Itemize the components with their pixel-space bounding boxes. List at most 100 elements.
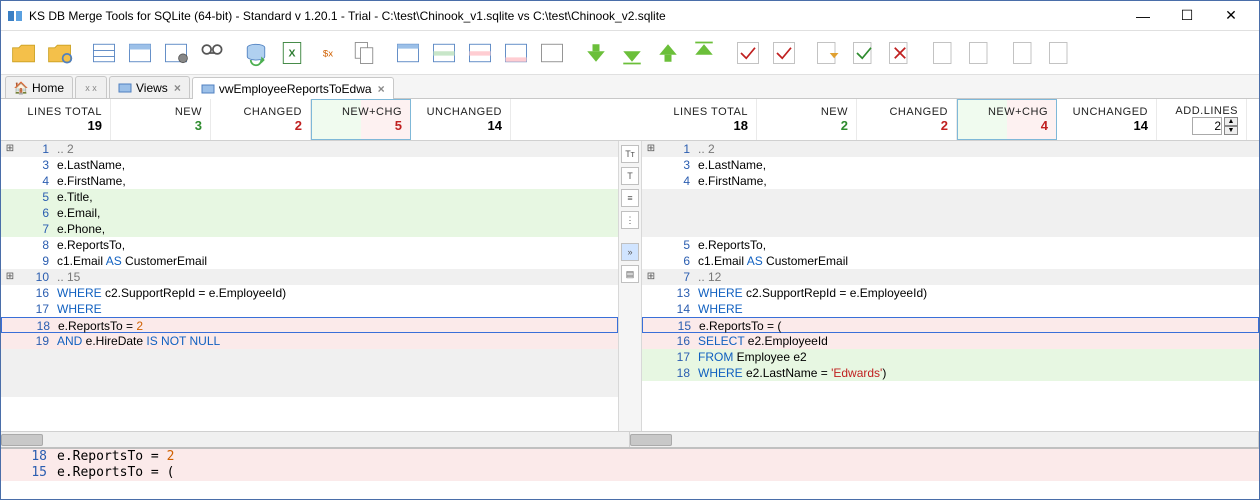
line-number <box>660 221 694 237</box>
line-number: 7 <box>660 269 694 285</box>
tab-home[interactable]: 🏠 Home <box>5 76 73 98</box>
copy-button[interactable] <box>347 36 381 70</box>
code-line[interactable]: ⊞7.. 12 <box>642 269 1259 285</box>
line-number: 18 <box>20 318 54 332</box>
code-line[interactable]: 18 e.ReportsTo = 2 <box>1 317 618 333</box>
code-line[interactable] <box>1 365 618 381</box>
maximize-button[interactable]: ☐ <box>1173 6 1201 26</box>
code-line[interactable]: 15 e.ReportsTo = ( <box>642 317 1259 333</box>
code-line[interactable]: 9 c1.Email AS CustomerEmail <box>1 253 618 269</box>
code-line[interactable]: 5 e.Title, <box>1 189 618 205</box>
code-line[interactable] <box>1 349 618 365</box>
addlines-spinner[interactable]: ▲ ▼ <box>1192 117 1238 135</box>
code-line[interactable]: 13 WHERE c2.SupportRepId = e.EmployeeId) <box>642 285 1259 301</box>
title-bar: KS DB Merge Tools for SQLite (64-bit) - … <box>1 1 1259 31</box>
code-line[interactable]: 4 e.FirstName, <box>1 173 618 189</box>
open-db-button[interactable] <box>7 36 41 70</box>
check-left-button[interactable] <box>731 36 765 70</box>
code-line[interactable]: 3 e.LastName, <box>1 157 618 173</box>
code-line[interactable] <box>1 381 618 397</box>
arrow-down-button[interactable] <box>579 36 613 70</box>
code-line[interactable] <box>642 221 1259 237</box>
find-button[interactable] <box>195 36 229 70</box>
code-line[interactable] <box>642 381 1259 397</box>
code-line[interactable]: 8 e.ReportsTo, <box>1 237 618 253</box>
panel-a2-button[interactable] <box>427 36 461 70</box>
code-line[interactable]: 17 FROM Employee e2 <box>642 349 1259 365</box>
code-line[interactable]: ⊞1.. 2 <box>1 141 618 157</box>
arrow-up-button[interactable] <box>651 36 685 70</box>
addlines-input[interactable] <box>1192 117 1222 135</box>
code-line[interactable]: 16 WHERE c2.SupportRepId = e.EmployeeId) <box>1 285 618 301</box>
mini-tt-icon[interactable]: Tᴛ <box>621 145 639 163</box>
code-line[interactable]: 6 c1.Email AS CustomerEmail <box>642 253 1259 269</box>
fold-marker[interactable]: ⊞ <box>642 141 660 157</box>
minimize-button[interactable]: — <box>1129 6 1157 26</box>
fold-marker[interactable]: ⊞ <box>1 269 19 285</box>
apply-check-button[interactable] <box>847 36 881 70</box>
set3-button[interactable] <box>1007 36 1041 70</box>
right-pane[interactable]: ⊞1.. 23 e.LastName,4 e.FirstName, 5 e.Re… <box>642 141 1259 431</box>
mini-t-icon[interactable]: T <box>621 167 639 185</box>
export-excel-button[interactable]: X <box>275 36 309 70</box>
code-line[interactable]: 7 e.Phone, <box>1 221 618 237</box>
code-line[interactable]: 6 e.Email, <box>1 205 618 221</box>
set4-button[interactable] <box>1043 36 1077 70</box>
code-line[interactable]: 5 e.ReportsTo, <box>642 237 1259 253</box>
line-number: 6 <box>660 253 694 269</box>
set2-button[interactable] <box>963 36 997 70</box>
line-text <box>694 189 1259 205</box>
arrow-up2-button[interactable] <box>687 36 721 70</box>
line-number: 15 <box>1 465 53 481</box>
close-tab-icon[interactable]: × <box>174 81 181 95</box>
code-line[interactable]: 16 SELECT e2.EmployeeId <box>642 333 1259 349</box>
code-line[interactable]: 3 e.LastName, <box>642 157 1259 173</box>
horizontal-scrollbar[interactable] <box>1 431 1259 447</box>
grid3-button[interactable] <box>159 36 193 70</box>
line-text: e.ReportsTo = 2 <box>54 318 617 332</box>
code-line[interactable]: 4 e.FirstName, <box>642 173 1259 189</box>
panel-a5-button[interactable] <box>535 36 569 70</box>
code-line[interactable] <box>642 205 1259 221</box>
check-right-button[interactable] <box>767 36 801 70</box>
tab-views[interactable]: Views × <box>109 76 190 98</box>
panel-a3-button[interactable] <box>463 36 497 70</box>
panel-a4-button[interactable] <box>499 36 533 70</box>
grid2-button[interactable] <box>123 36 157 70</box>
code-line[interactable] <box>642 189 1259 205</box>
line-number: 19 <box>19 333 53 349</box>
spinner-up-icon[interactable]: ▲ <box>1224 117 1238 126</box>
tab-unnamed[interactable]: x x <box>75 76 107 98</box>
close-tab-icon[interactable]: × <box>378 82 385 96</box>
left-pane[interactable]: ⊞1.. 23 e.LastName,4 e.FirstName,5 e.Tit… <box>1 141 618 431</box>
mini-d-icon[interactable]: ▤ <box>621 265 639 283</box>
fold-marker <box>1 253 19 269</box>
code-line[interactable]: 19AND e.HireDate IS NOT NULL <box>1 333 618 349</box>
code-line[interactable]: ⊞1.. 2 <box>642 141 1259 157</box>
code-line[interactable]: 14WHERE <box>642 301 1259 317</box>
code-line[interactable]: ⊞10.. 15 <box>1 269 618 285</box>
set1-button[interactable] <box>927 36 961 70</box>
refresh-button[interactable] <box>239 36 273 70</box>
sql-button[interactable]: $x <box>311 36 345 70</box>
apply-cancel-button[interactable] <box>883 36 917 70</box>
fold-marker[interactable]: ⊞ <box>1 141 19 157</box>
tab-home-label: Home <box>32 81 64 95</box>
mini-a-icon[interactable]: ≡ <box>621 189 639 207</box>
spinner-down-icon[interactable]: ▼ <box>1224 126 1238 135</box>
detail-line: 18 e.ReportsTo = 2 <box>1 449 1259 465</box>
apply-right-button[interactable] <box>811 36 845 70</box>
fold-marker <box>1 349 19 365</box>
fold-marker[interactable]: ⊞ <box>642 269 660 285</box>
mini-b-icon[interactable]: ⋮ <box>621 211 639 229</box>
grid1-button[interactable] <box>87 36 121 70</box>
code-line[interactable]: 18 WHERE e2.LastName = 'Edwards') <box>642 365 1259 381</box>
close-button[interactable]: ✕ <box>1217 6 1245 26</box>
arrow-down2-button[interactable] <box>615 36 649 70</box>
open-db2-button[interactable] <box>43 36 77 70</box>
mini-c-icon[interactable]: » <box>621 243 639 261</box>
panel-a1-button[interactable] <box>391 36 425 70</box>
fold-marker <box>1 285 19 301</box>
code-line[interactable]: 17WHERE <box>1 301 618 317</box>
tab-active[interactable]: vwEmployeeReportsToEdwa × <box>192 77 394 99</box>
